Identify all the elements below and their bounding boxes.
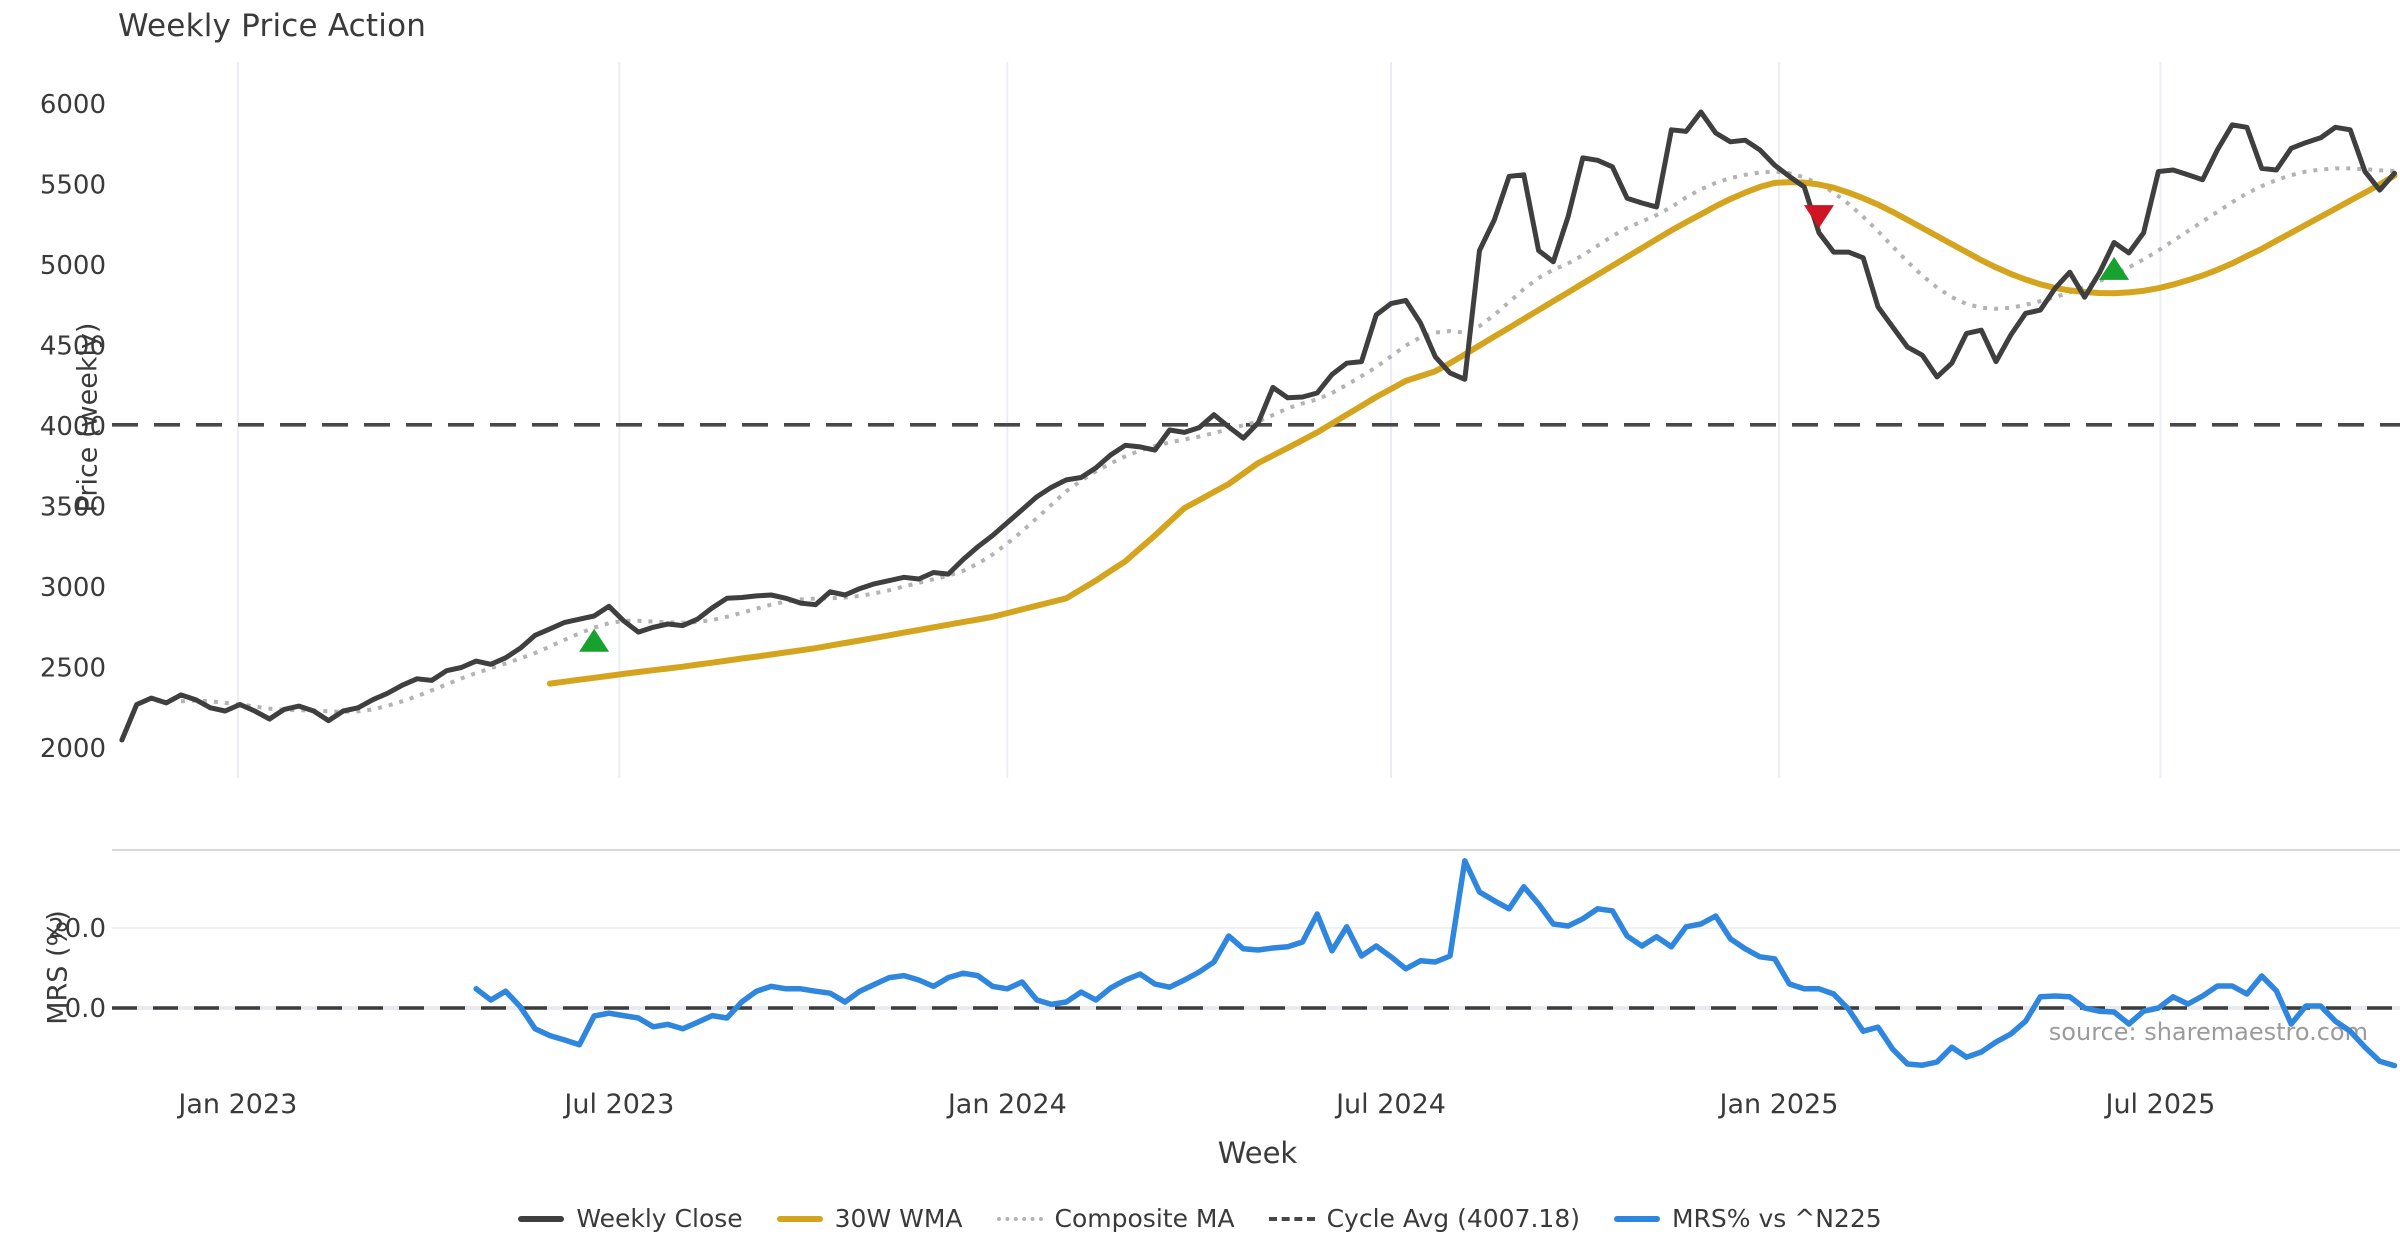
price-axis-tick: 3500	[40, 493, 106, 523]
legend-label: Composite MA	[1054, 1204, 1235, 1233]
wma-30w-line[interactable]	[546, 172, 2398, 687]
price-axis-label: Price (weekly)	[72, 322, 104, 513]
legend-label: Weekly Close	[576, 1204, 743, 1233]
chart-title: Weekly Price Action	[118, 8, 427, 44]
mrs-axis-label: MRS (%)	[42, 910, 74, 1025]
price-axis-tick: 4500	[40, 332, 106, 362]
cycle-avg-swatch	[1268, 1216, 1315, 1221]
buy-signal-marker[interactable]	[2099, 256, 2130, 280]
legend-item-weekly-close[interactable]: Weekly Close	[518, 1204, 743, 1233]
x-axis-tick: Jan 2024	[946, 1089, 1067, 1120]
x-axis-tick: Jul 2024	[1334, 1089, 1446, 1120]
mrs-axis-tick: 20.0	[48, 914, 106, 944]
price-axis-tick: 5500	[40, 171, 106, 201]
legend-item-cycle-avg[interactable]: Cycle Avg (4007.18)	[1268, 1204, 1580, 1233]
price-axis-tick: 2000	[40, 734, 106, 764]
chart-legend: Weekly Close 30W WMA Composite MA Cycle …	[0, 1204, 2400, 1233]
price-axis-tick: 2500	[40, 654, 106, 684]
composite-ma-swatch	[996, 1216, 1043, 1221]
buy-signal-marker[interactable]	[579, 628, 610, 652]
sell-signal-marker[interactable]	[1803, 205, 1834, 229]
weekly-close-line[interactable]	[119, 109, 2397, 743]
price-axis-tick: 3000	[40, 573, 106, 603]
mrs-line[interactable]	[473, 858, 2398, 1069]
x-axis-tick: Jan 2023	[176, 1089, 297, 1120]
price-axis-tick: 5000	[40, 251, 106, 281]
price-axis-tick: 4000	[40, 412, 106, 442]
mrs-swatch	[1613, 1215, 1660, 1222]
legend-item-mrs[interactable]: MRS% vs ^N225	[1613, 1204, 1882, 1233]
x-axis-tick: Jan 2025	[1718, 1089, 1839, 1120]
price-axis-tick: 6000	[40, 90, 106, 120]
x-axis-label: Week	[1217, 1136, 1298, 1170]
x-axis-tick: Jul 2025	[2103, 1089, 2215, 1120]
wma-swatch	[776, 1215, 823, 1222]
mrs-axis-tick: 0.0	[65, 994, 106, 1024]
legend-label: MRS% vs ^N225	[1671, 1204, 1882, 1233]
composite-ma-line[interactable]	[180, 166, 2395, 714]
legend-label: 30W WMA	[834, 1204, 963, 1233]
weekly-close-swatch	[518, 1215, 565, 1222]
legend-label: Cycle Avg (4007.18)	[1326, 1204, 1580, 1233]
x-axis-tick: Jul 2023	[562, 1089, 674, 1120]
legend-item-30w-wma[interactable]: 30W WMA	[776, 1204, 963, 1233]
source-watermark: source: sharemaestro.com	[2048, 1018, 2368, 1046]
legend-item-composite-ma[interactable]: Composite MA	[996, 1204, 1235, 1233]
